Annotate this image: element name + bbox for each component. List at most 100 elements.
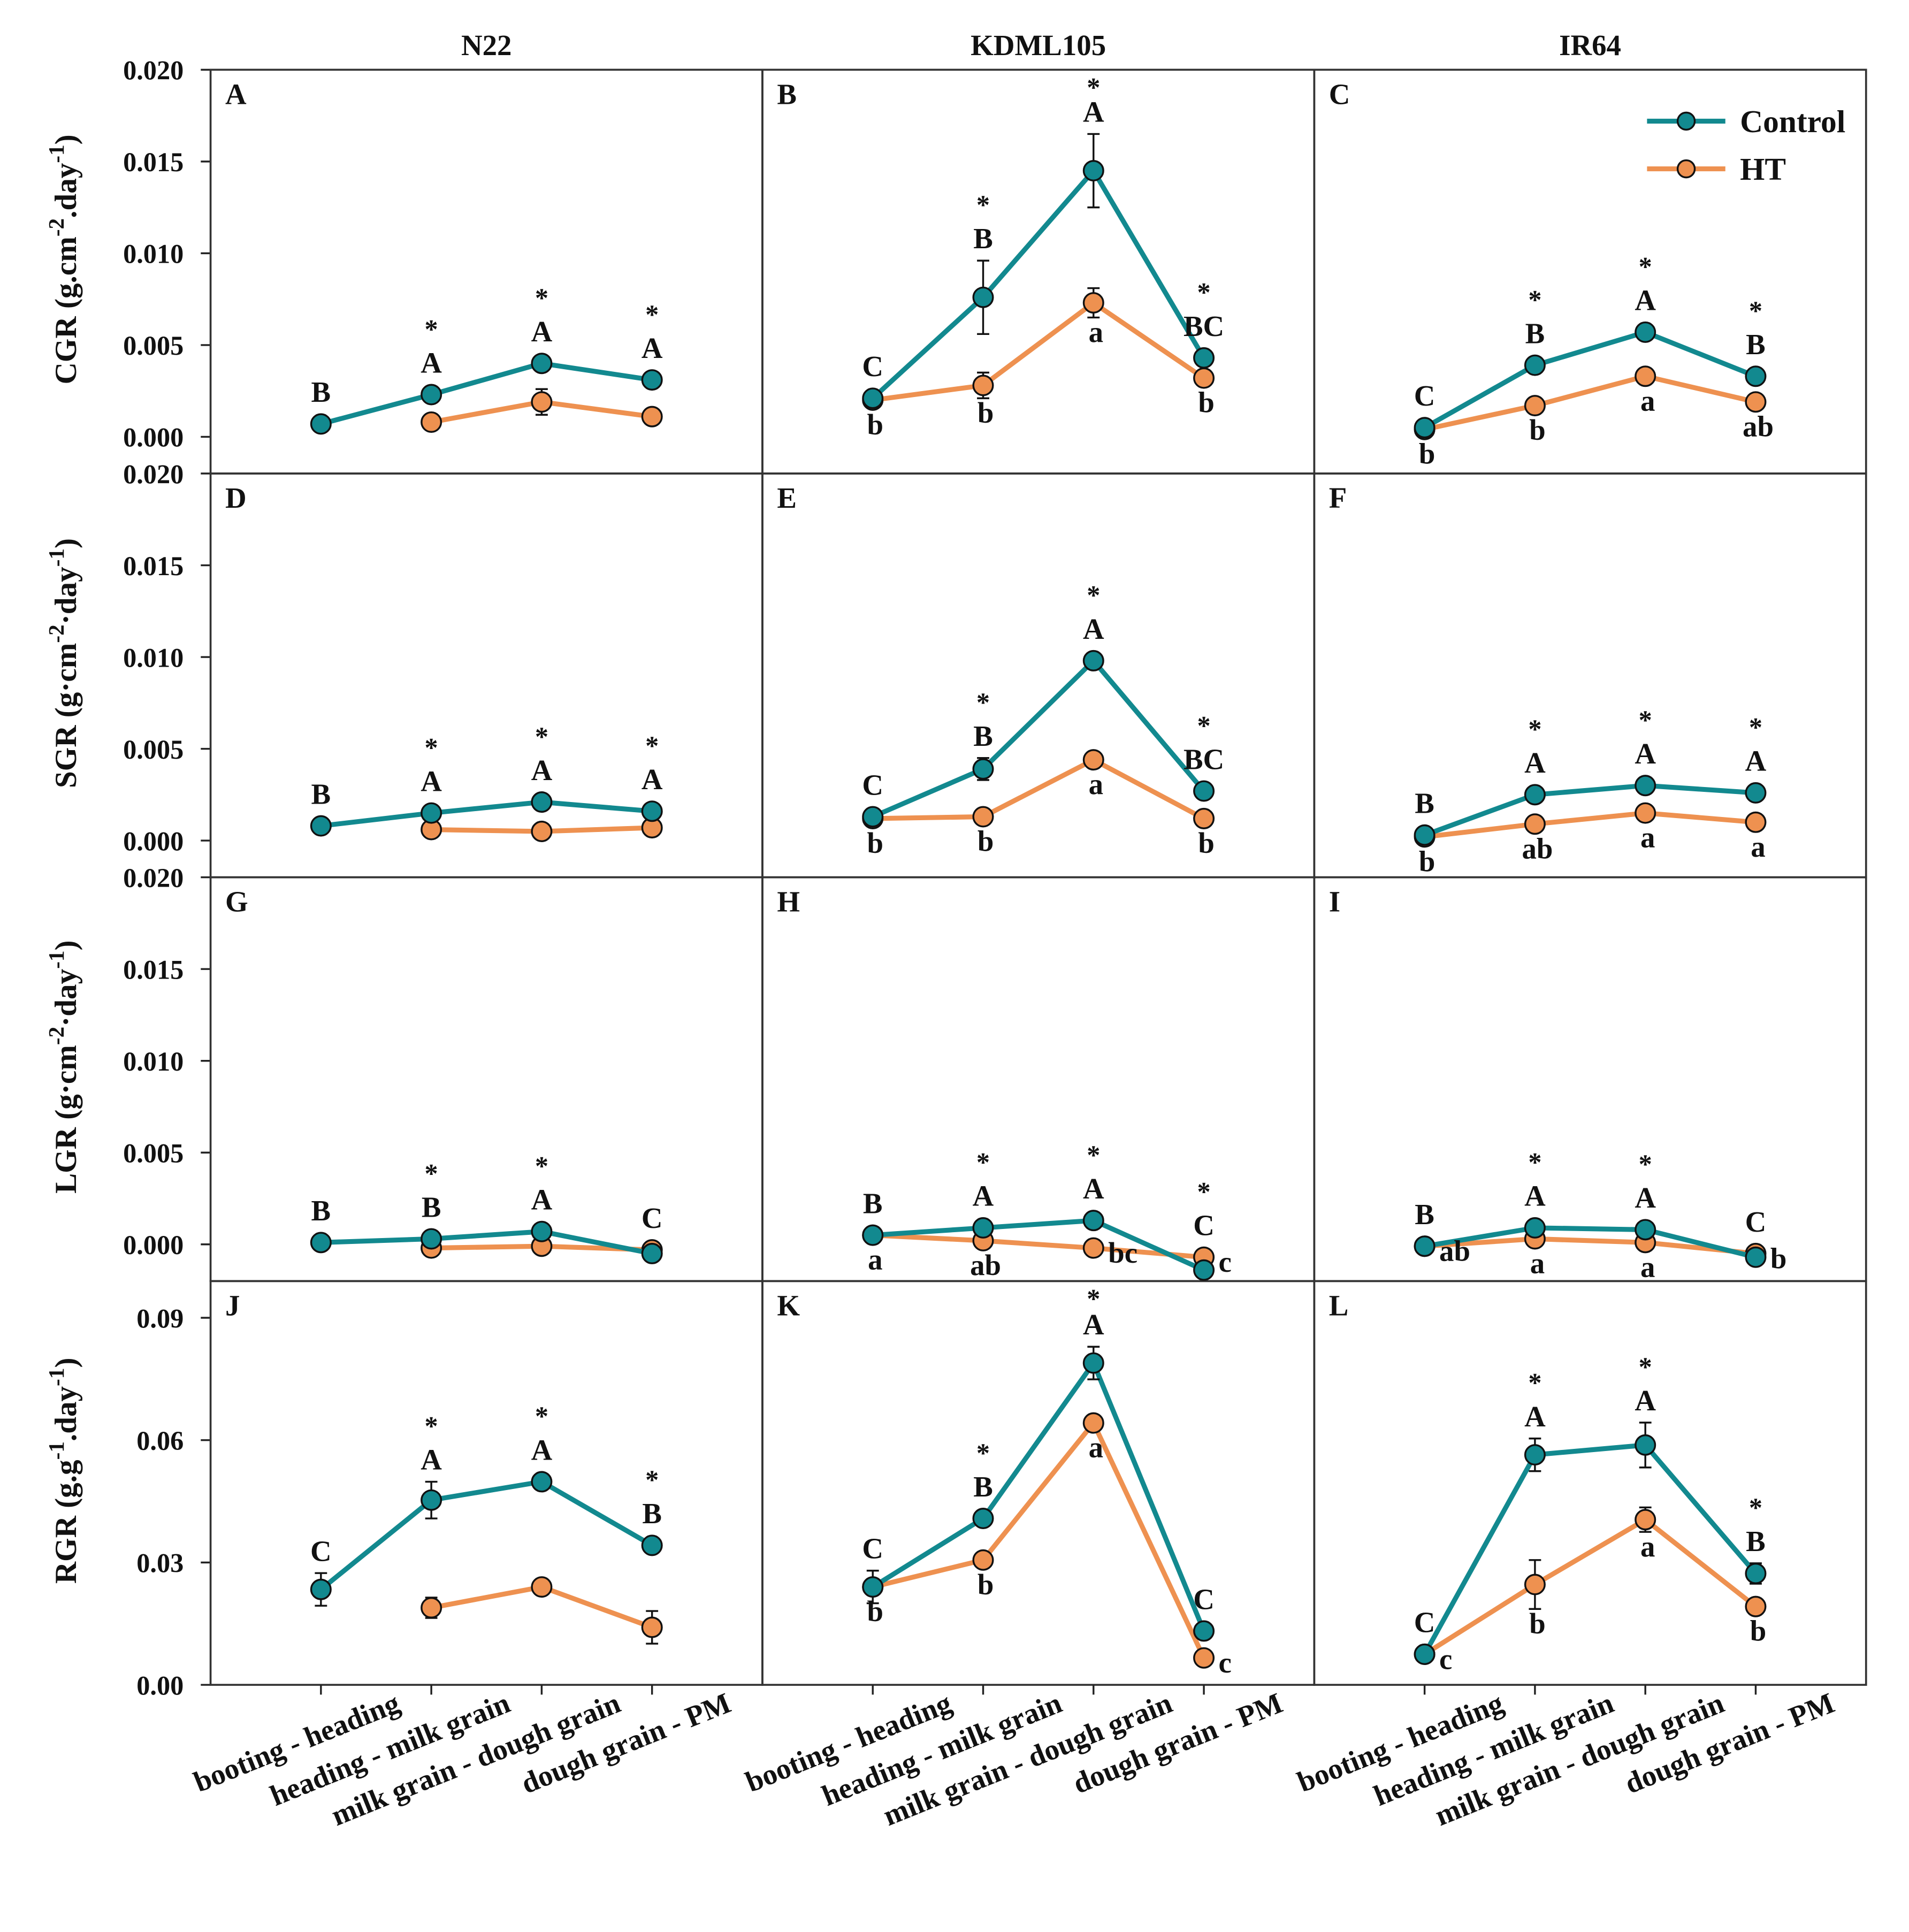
- control-point: [1745, 1562, 1767, 1584]
- control-point: [1635, 775, 1656, 797]
- ht-point: [1745, 391, 1767, 413]
- y-tick-label: 0.020: [123, 56, 184, 86]
- ht-line: [1424, 373, 1757, 432]
- control-line: [1424, 1225, 1757, 1260]
- ht-point: [1082, 292, 1104, 314]
- y-tick-label: 0.005: [123, 735, 184, 765]
- control-significance-letter: BC: [1183, 310, 1224, 342]
- control-significance-letter: B: [1415, 787, 1434, 820]
- y-axis-label-part: ·day: [49, 567, 83, 624]
- control-point: [1414, 417, 1435, 439]
- ht-significance-letter: a: [1640, 821, 1655, 854]
- control-significance-letter: B: [1746, 328, 1766, 361]
- control-significance-letter: A: [531, 1183, 553, 1216]
- control-significance-letter: A: [531, 315, 553, 348]
- significance-star: *: [1197, 711, 1210, 740]
- panel-letter: K: [777, 1289, 800, 1322]
- panel-frame: [761, 472, 1316, 879]
- ht-point: [421, 1597, 442, 1618]
- control-significance-letter: B: [1525, 317, 1545, 349]
- control-point: [1524, 1444, 1546, 1466]
- significance-star: *: [1087, 73, 1100, 103]
- control-point: [1745, 365, 1767, 387]
- control-significance-letter: B: [1415, 1198, 1434, 1231]
- column-title-kdml105: KDML105: [971, 29, 1106, 62]
- control-point: [1745, 1246, 1767, 1268]
- panel-e: E Cb B * b A * a BC * b: [777, 482, 1224, 859]
- ht-line: [1423, 1516, 1758, 1656]
- panel-frame: [761, 876, 1316, 1282]
- control-point: [531, 791, 553, 813]
- control-significance-letter: A: [421, 765, 442, 797]
- control-point: [862, 806, 884, 828]
- control-significance-letter: C: [862, 1532, 883, 1565]
- ht-line: [1424, 1236, 1756, 1256]
- control-significance-letter: B: [973, 222, 993, 255]
- column-title-n22: N22: [461, 29, 512, 62]
- ht-point: [1635, 365, 1656, 387]
- y-axis-label-part: LGR (g·cm: [49, 1045, 83, 1194]
- significance-star: *: [1197, 278, 1210, 308]
- significance-star: *: [1749, 1493, 1762, 1523]
- control-significance-letter: C: [642, 1202, 663, 1234]
- panel-j: JCA*A*B*: [225, 1289, 663, 1645]
- significance-star: *: [976, 190, 990, 220]
- ht-significance-letter: b: [1750, 1615, 1767, 1647]
- control-point: [310, 1232, 332, 1254]
- control-point: [310, 815, 332, 837]
- control-significance-letter: C: [1193, 1583, 1215, 1615]
- y-axis-label-part: SGR (g·cm: [49, 643, 83, 788]
- control-significance-letter: C: [310, 1534, 332, 1567]
- control-significance-letter: A: [1083, 1172, 1104, 1205]
- ht-significance-letter: a: [1089, 316, 1103, 348]
- y-axis-label-sgr: SGR (g·cm-2·day-1): [44, 538, 83, 788]
- panel-letter: C: [1329, 78, 1350, 110]
- ht-significance-letter: b: [867, 408, 884, 441]
- ht-point: [531, 391, 553, 413]
- ht-point: [972, 1549, 994, 1571]
- control-point: [1524, 784, 1546, 806]
- control-significance-letter: A: [1745, 745, 1767, 777]
- control-significance-letter: B: [311, 1194, 331, 1227]
- control-significance-letter: A: [1524, 1180, 1546, 1212]
- y-axis-label-part: RGR (g.g: [49, 1460, 83, 1584]
- control-line: [320, 799, 653, 829]
- control-line: [1423, 330, 1757, 430]
- panel-letter: E: [777, 482, 797, 514]
- control-significance-letter: C: [1414, 379, 1435, 412]
- ht-significance-letter: a: [868, 1243, 882, 1276]
- ht-point: [1193, 367, 1215, 389]
- control-significance-letter: A: [421, 346, 442, 379]
- control-significance-letter: A: [1635, 284, 1656, 317]
- control-point: [421, 802, 442, 824]
- control-point: [641, 800, 663, 822]
- panel-frame: [209, 472, 763, 879]
- control-point: [421, 1489, 442, 1511]
- y-axis-label-part: .day: [49, 1386, 83, 1441]
- ht-significance-letter: b: [867, 827, 884, 859]
- ht-significance-letter: b: [867, 1595, 884, 1628]
- legend-label-ht: HT: [1740, 151, 1786, 187]
- y-tick-label: 0.020: [123, 863, 184, 893]
- ht-point: [972, 806, 994, 828]
- control-line: [1424, 783, 1756, 838]
- significance-star: *: [535, 1401, 548, 1431]
- ht-significance-letter: ab: [1439, 1235, 1470, 1267]
- column-title-ir64: IR64: [1559, 29, 1621, 62]
- significance-star: *: [1197, 1177, 1210, 1207]
- control-significance-letter: B: [642, 1497, 662, 1530]
- control-line: [872, 657, 1206, 819]
- ht-significance-letter: ab: [1522, 832, 1553, 865]
- control-significance-letter: B: [973, 720, 993, 752]
- control-point: [972, 286, 994, 308]
- ht-significance-letter: b: [1529, 414, 1546, 446]
- ht-significance-letter: bc: [1108, 1236, 1137, 1269]
- ht-line: [1424, 811, 1756, 839]
- y-tick-label: 0.015: [123, 551, 184, 581]
- y-tick-label: 0.010: [123, 1047, 184, 1076]
- ht-significance-letter: c: [1439, 1643, 1452, 1675]
- y-axis-label-part: CGR (g.cm: [49, 236, 83, 384]
